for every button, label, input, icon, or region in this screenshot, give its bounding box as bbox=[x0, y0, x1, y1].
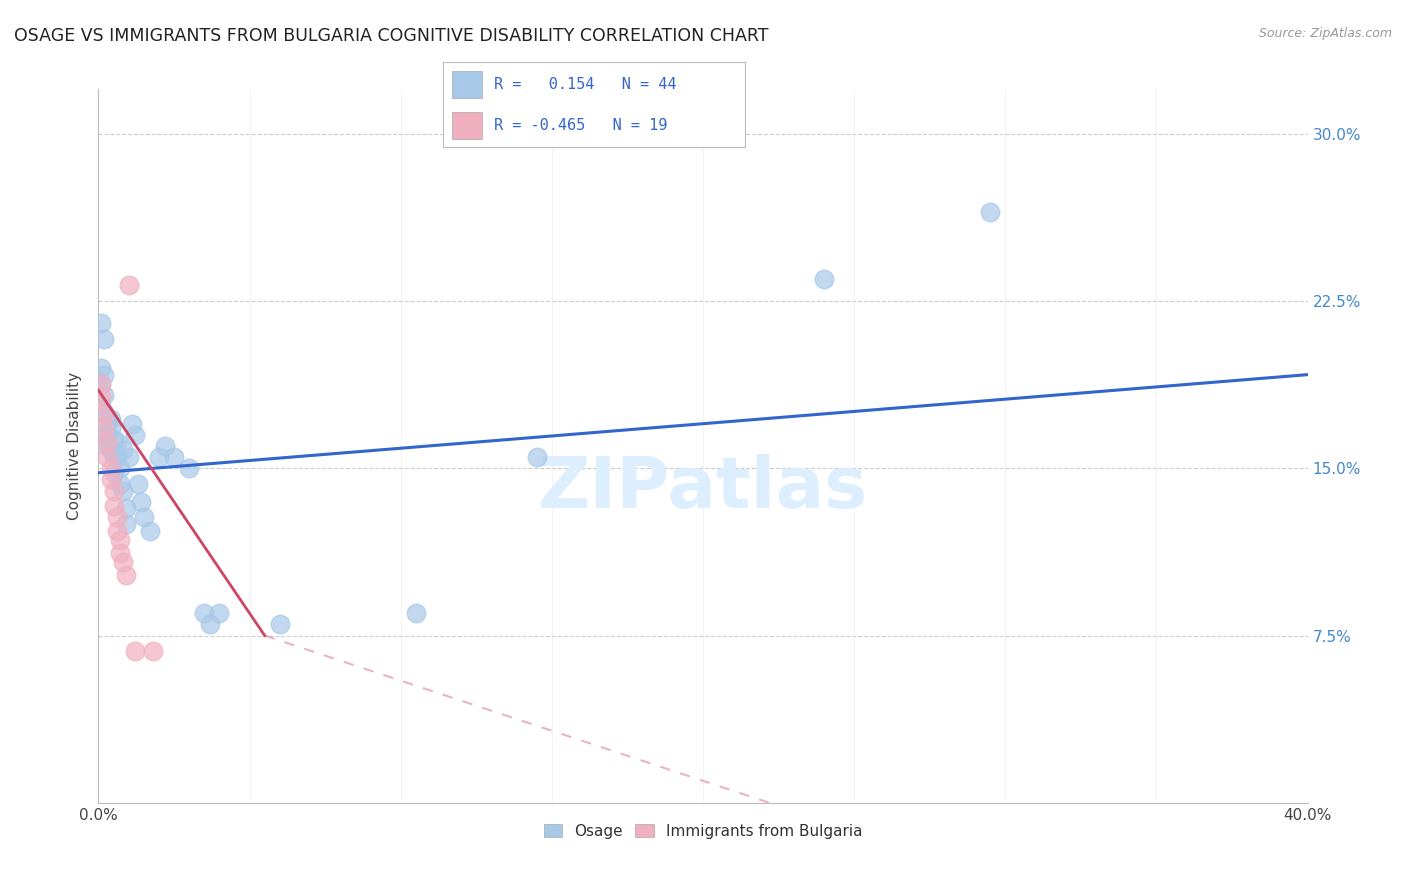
Point bbox=[105, 450, 128, 464]
Text: Source: ZipAtlas.com: Source: ZipAtlas.com bbox=[1258, 27, 1392, 40]
FancyBboxPatch shape bbox=[451, 71, 482, 98]
Point bbox=[111, 555, 134, 569]
Point bbox=[124, 427, 146, 442]
Point bbox=[142, 644, 165, 658]
Point bbox=[108, 546, 131, 560]
Point bbox=[108, 461, 131, 475]
Point bbox=[96, 427, 118, 442]
Point bbox=[103, 483, 125, 498]
Point bbox=[103, 432, 125, 446]
Point bbox=[108, 476, 131, 491]
Point bbox=[103, 466, 125, 480]
Point bbox=[269, 617, 291, 632]
Point bbox=[105, 510, 128, 524]
Point bbox=[193, 607, 215, 621]
Point bbox=[96, 417, 118, 431]
Point bbox=[100, 421, 122, 435]
Point bbox=[105, 524, 128, 538]
Text: R = -0.465   N = 19: R = -0.465 N = 19 bbox=[495, 118, 668, 133]
Point bbox=[132, 510, 155, 524]
FancyBboxPatch shape bbox=[451, 112, 482, 139]
Point bbox=[163, 450, 186, 464]
Point bbox=[103, 499, 125, 513]
Point bbox=[127, 476, 149, 491]
Point bbox=[90, 376, 112, 391]
Point bbox=[105, 434, 128, 449]
Point bbox=[979, 204, 1001, 219]
Point bbox=[96, 434, 118, 449]
Point bbox=[179, 461, 201, 475]
Point bbox=[100, 443, 122, 458]
Point bbox=[139, 524, 162, 538]
Y-axis label: Cognitive Disability: Cognitive Disability bbox=[67, 372, 83, 520]
Text: ZIPatlas: ZIPatlas bbox=[538, 454, 868, 524]
Point bbox=[114, 516, 136, 531]
Point bbox=[93, 387, 115, 401]
Point bbox=[124, 644, 146, 658]
Point bbox=[118, 278, 141, 293]
Point bbox=[93, 405, 115, 419]
Point bbox=[121, 417, 143, 431]
Point bbox=[96, 439, 118, 453]
Point bbox=[93, 368, 115, 382]
Point bbox=[111, 483, 134, 498]
Point bbox=[111, 443, 134, 458]
Point bbox=[108, 533, 131, 547]
Point bbox=[813, 271, 835, 285]
Point bbox=[90, 376, 112, 391]
Point bbox=[103, 450, 125, 464]
Point bbox=[93, 405, 115, 419]
Point bbox=[405, 607, 427, 621]
Point bbox=[96, 450, 118, 464]
Point bbox=[114, 568, 136, 582]
Point bbox=[90, 390, 112, 404]
Point bbox=[100, 412, 122, 426]
Point bbox=[118, 450, 141, 464]
Point bbox=[153, 439, 176, 453]
Text: R =   0.154   N = 44: R = 0.154 N = 44 bbox=[495, 77, 676, 92]
Point bbox=[100, 473, 122, 487]
Point bbox=[129, 494, 152, 508]
Point bbox=[93, 421, 115, 435]
Point bbox=[100, 461, 122, 475]
Legend: Osage, Immigrants from Bulgaria: Osage, Immigrants from Bulgaria bbox=[537, 818, 869, 845]
Text: OSAGE VS IMMIGRANTS FROM BULGARIA COGNITIVE DISABILITY CORRELATION CHART: OSAGE VS IMMIGRANTS FROM BULGARIA COGNIT… bbox=[14, 27, 769, 45]
Point bbox=[90, 399, 112, 413]
Point bbox=[200, 617, 222, 632]
Point bbox=[90, 316, 112, 330]
Point bbox=[208, 607, 231, 621]
Point bbox=[148, 450, 170, 464]
Point bbox=[114, 501, 136, 516]
Point bbox=[526, 450, 548, 464]
Point bbox=[93, 332, 115, 346]
Point bbox=[90, 360, 112, 375]
